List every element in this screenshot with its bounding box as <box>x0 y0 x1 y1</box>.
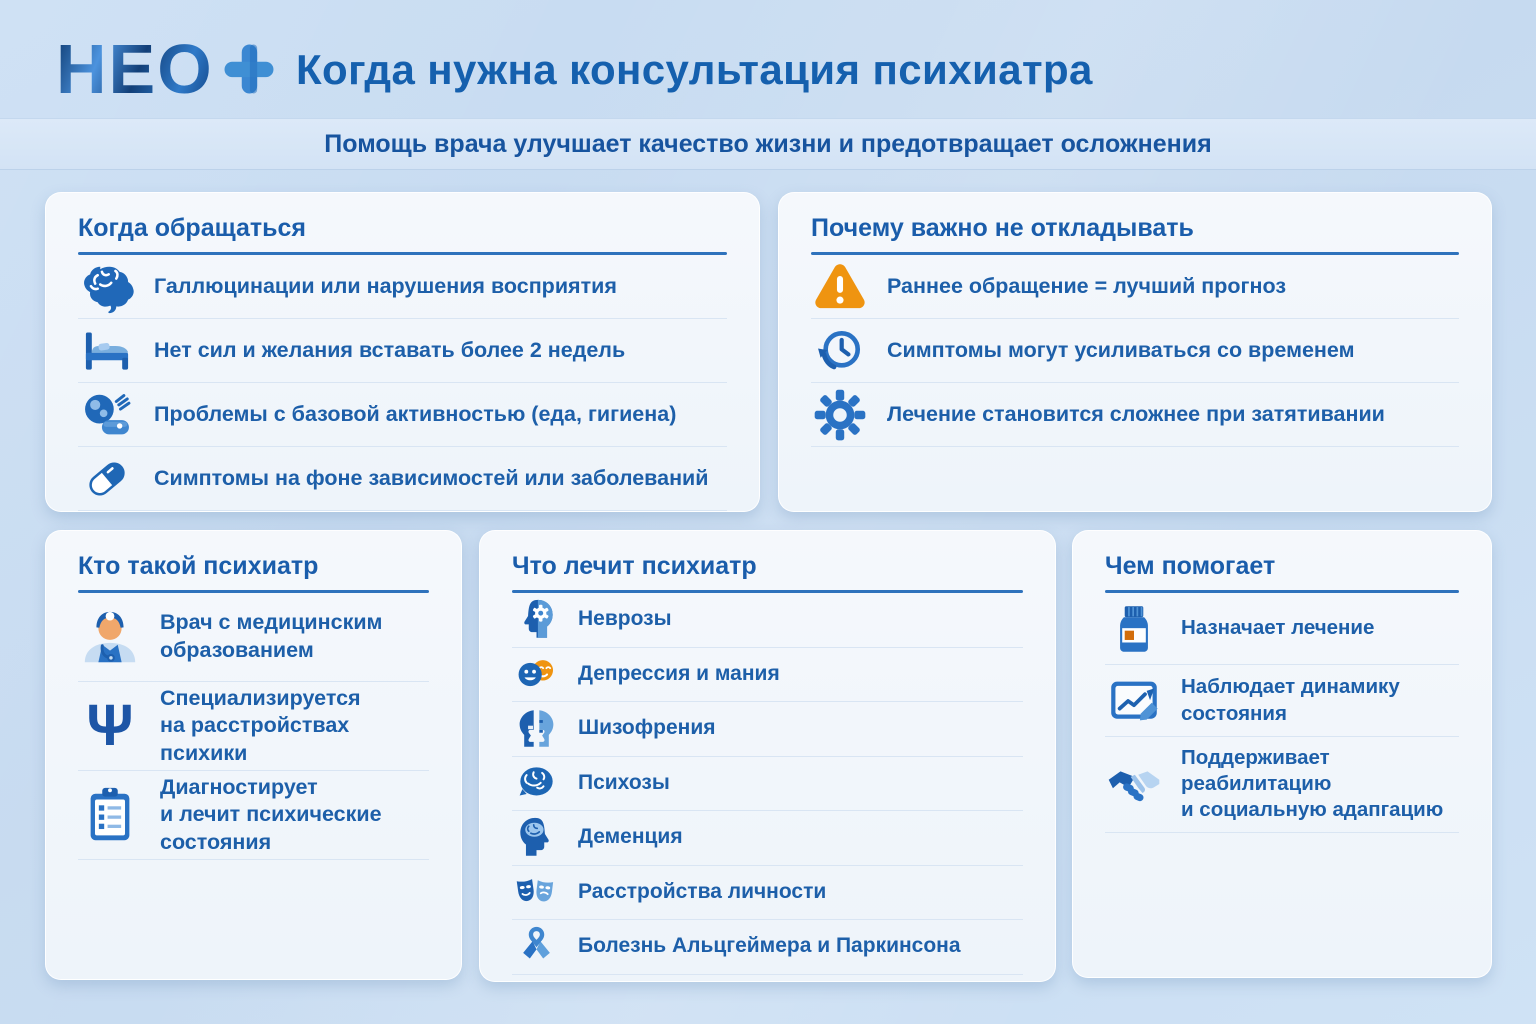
chart-icon <box>1105 674 1163 728</box>
item-label: Наблюдает динамику состояния <box>1181 675 1400 725</box>
clock-history-icon <box>811 324 869 378</box>
item-label: Депрессия и мания <box>578 661 780 685</box>
item-label: Проблемы с базовой активностью (еда, гиг… <box>154 401 677 426</box>
item-label: Деменция <box>578 825 683 849</box>
warning-icon <box>811 260 869 314</box>
item-label: Галлюцинации или нарушения восприятия <box>154 273 617 298</box>
item-label: Специализируется на расстройствах психик… <box>160 685 361 765</box>
list-item: Депрессия и мания <box>512 648 1023 702</box>
logo-text: НЕО <box>56 30 214 108</box>
list-item: Лечение становится сложнее при затятиван… <box>811 383 1459 447</box>
card-who-is-psychiatrist: Кто такой психиатр Врач с медицинским об… <box>45 530 462 980</box>
list-item: Раннее обращение = лучший прогноз <box>811 255 1459 319</box>
bed-icon <box>78 324 136 378</box>
card-items: Назначает лечение Наблюдает динамику сост… <box>1105 593 1459 833</box>
faces-icon <box>512 652 560 697</box>
card-why-not-delay: Почему важно не откладывать Раннее обращ… <box>778 192 1492 512</box>
meal-icon <box>78 388 136 442</box>
list-item: Психозы <box>512 757 1023 811</box>
list-item: Симптомы могут усиливаться со временем <box>811 319 1459 383</box>
item-label: Лечение становится сложнее при затятиван… <box>887 401 1385 426</box>
psi-icon: Ψ <box>86 693 134 758</box>
subtitle-band: Помощь врача улучшает качество жизни и п… <box>0 118 1536 170</box>
list-item: Болезнь Альцгеймера и Паркинсона <box>512 920 1023 975</box>
item-label: Симптомы могут усиливаться со временем <box>887 337 1355 362</box>
title-divider <box>78 590 429 593</box>
card-title: Почему важно не откладывать <box>811 214 1194 242</box>
list-item: Деменция <box>512 811 1023 866</box>
list-item: Проблемы с базовой активностью (еда, гиг… <box>78 383 727 447</box>
title-divider <box>811 252 1459 255</box>
item-label: Поддерживает реабилитацию и социальную а… <box>1181 746 1444 822</box>
brain-icon <box>78 260 136 314</box>
list-item: Врач с медицинским образованием <box>78 593 429 682</box>
item-label: Неврозы <box>578 607 672 631</box>
subtitle: Помощь врача улучшает качество жизни и п… <box>324 130 1212 158</box>
list-item: Диагностирует и лечит психические состоя… <box>78 771 429 860</box>
capsule-icon <box>78 452 136 506</box>
list-item: Ψ Специализируется на расстройствах психи… <box>78 682 429 771</box>
title-divider <box>1105 590 1459 593</box>
handshake-icon <box>1105 757 1163 811</box>
item-label: Расстройства личности <box>578 879 827 903</box>
masks-icon <box>512 870 560 915</box>
card-title: Что лечит психиатр <box>512 552 757 580</box>
list-item: Назначает лечение <box>1105 593 1459 665</box>
card-items: Галлюцинации или нарушения восприятия Нет… <box>78 255 727 511</box>
card-how-helps: Чем помогает Назначает лечение Наблюдает … <box>1072 530 1492 978</box>
item-label: Врач с медицинским образованием <box>160 610 383 662</box>
doctor-icon <box>78 606 142 668</box>
card-what-psychiatrist-treats: Что лечит психиатр Неврозы Депрессия и ма… <box>479 530 1056 982</box>
item-label: Диагностирует и лечит психические состоя… <box>160 774 382 854</box>
page-title: Когда нужна консультация психиатра <box>296 46 1093 93</box>
clipboard-icon <box>78 784 142 846</box>
card-items: Врач с медицинским образованием Ψ Специали… <box>78 593 429 860</box>
item-label: Назначает лечение <box>1181 616 1375 640</box>
logo: НЕО <box>56 30 278 108</box>
card-title: Чем помогает <box>1105 552 1276 580</box>
plus-icon <box>220 40 278 98</box>
brain-psychosis-icon <box>512 761 560 806</box>
item-label: Раннее обращение = лучший прогноз <box>887 273 1287 298</box>
list-item: Наблюдает динамику состояния <box>1105 665 1459 737</box>
list-item: Нет сил и желания вставать более 2 недел… <box>78 319 727 383</box>
title-divider <box>512 590 1023 593</box>
card-items: Неврозы Депрессия и мания Шизофрения Психоз… <box>512 593 1023 975</box>
card-title: Кто такой психиатр <box>78 552 319 580</box>
list-item: Неврозы <box>512 593 1023 648</box>
item-label: Психозы <box>578 770 670 794</box>
head-gear-icon <box>512 597 560 642</box>
item-label: Симптомы на фоне зависимостей или заболе… <box>154 465 709 490</box>
split-head-icon <box>512 706 560 751</box>
ribbon-icon <box>512 924 560 969</box>
head-brain-icon <box>512 815 560 860</box>
list-item: Шизофрения <box>512 702 1023 757</box>
list-item: Расстройства личности <box>512 866 1023 920</box>
card-items: Раннее обращение = лучший прогноз Симптом… <box>811 255 1459 447</box>
title-divider <box>78 252 727 255</box>
gear-icon <box>811 388 869 442</box>
card-title: Когда обращаться <box>78 214 307 242</box>
item-label: Нет сил и желания вставать более 2 недел… <box>154 337 626 362</box>
card-when-to-consult: Когда обращаться Галлюцинации или наруше… <box>45 192 760 512</box>
list-item: Галлюцинации или нарушения восприятия <box>78 255 727 319</box>
medicine-bottle-icon <box>1105 602 1163 656</box>
item-label: Шизофрения <box>578 716 716 740</box>
item-label: Болезнь Альцгеймера и Паркинсона <box>578 934 961 958</box>
list-item: Симптомы на фоне зависимостей или заболе… <box>78 447 727 511</box>
list-item: Поддерживает реабилитацию и социальную а… <box>1105 737 1459 833</box>
